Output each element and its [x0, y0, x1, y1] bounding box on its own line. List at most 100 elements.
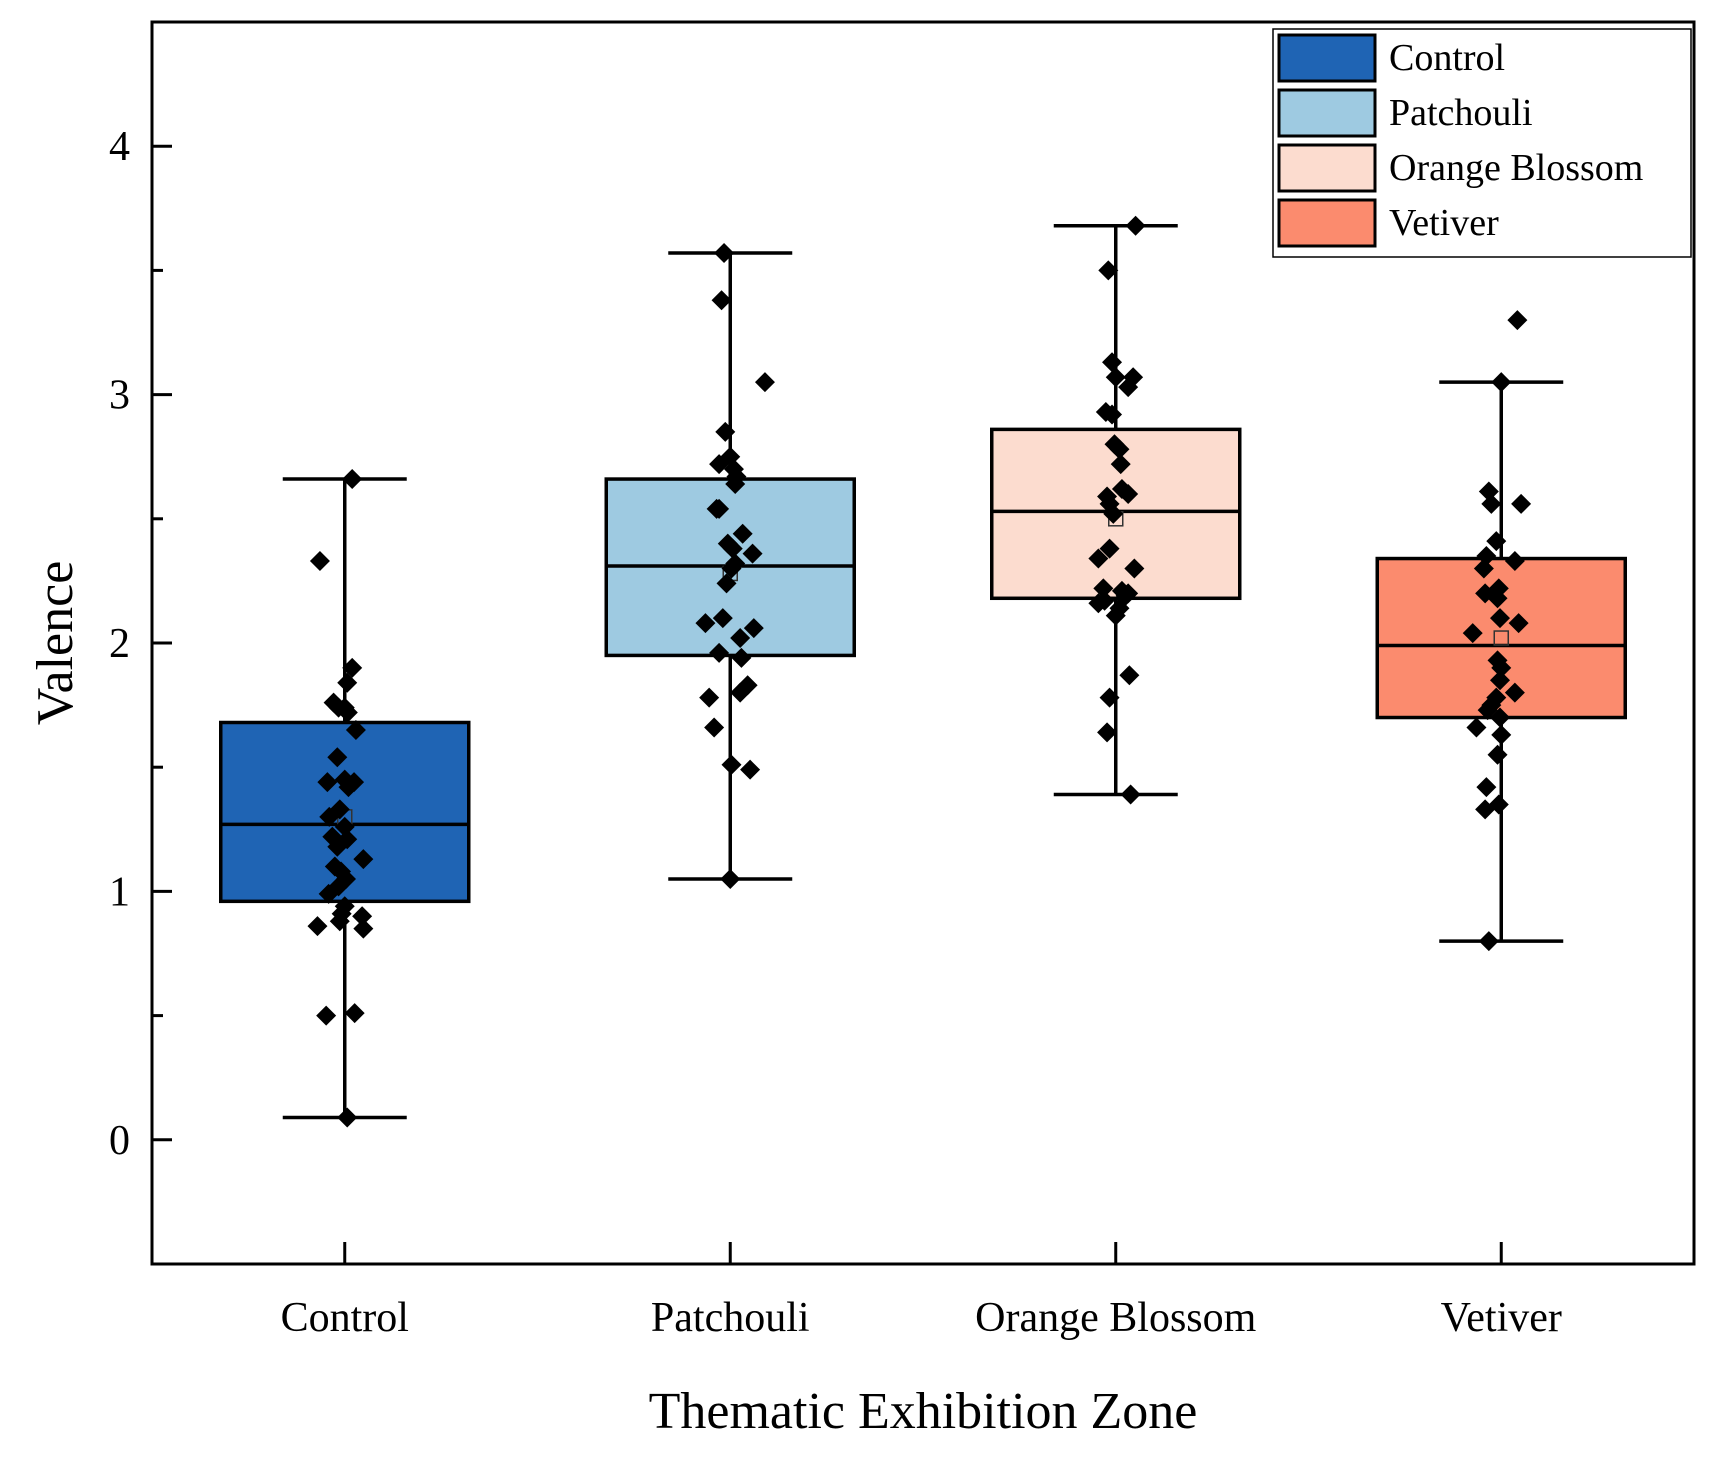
legend-swatch — [1277, 143, 1377, 193]
boxes-layer — [219, 223, 1627, 1120]
data-point — [352, 906, 373, 927]
legend-label: Vetiver — [1389, 202, 1499, 244]
data-point — [342, 469, 363, 490]
points-layer — [307, 215, 1532, 1128]
data-point — [338, 777, 359, 798]
x-tick-label: Patchouli — [651, 1295, 810, 1341]
data-point — [1099, 687, 1120, 708]
data-point — [1487, 588, 1508, 609]
data-point — [1504, 682, 1525, 703]
data-point — [743, 618, 764, 639]
data-point — [317, 772, 338, 793]
data-point — [720, 868, 741, 889]
x-tick-label: Vetiver — [1441, 1295, 1562, 1341]
data-point — [1475, 799, 1496, 820]
legend-swatch — [1277, 198, 1377, 248]
data-point — [1491, 724, 1512, 745]
data-point — [1110, 454, 1131, 475]
box-group — [219, 477, 471, 1120]
legend-swatch — [1277, 88, 1377, 138]
data-point — [1466, 717, 1487, 738]
data-point — [1119, 665, 1140, 686]
data-point — [1105, 367, 1126, 388]
data-point — [1118, 377, 1139, 398]
legend-label: Orange Blossom — [1389, 147, 1643, 189]
data-point — [732, 523, 753, 544]
data-point — [712, 608, 733, 629]
x-axis-title: Thematic Exhibition Zone — [649, 1383, 1198, 1440]
data-point — [327, 836, 348, 857]
data-point — [730, 682, 751, 703]
mean-marker — [1493, 630, 1509, 646]
data-point — [353, 849, 374, 870]
data-point — [1088, 593, 1109, 614]
y-tick-label: 3 — [109, 373, 130, 419]
legend-label: Patchouli — [1389, 92, 1533, 134]
data-point — [1103, 503, 1124, 524]
data-point — [345, 719, 366, 740]
data-point — [1125, 215, 1146, 236]
data-point — [754, 372, 775, 393]
data-point — [1490, 608, 1511, 629]
data-point — [716, 573, 737, 594]
data-point — [706, 498, 727, 519]
data-point — [1462, 623, 1483, 644]
data-point — [1109, 439, 1130, 460]
data-point — [1481, 493, 1502, 514]
data-point — [327, 747, 348, 768]
data-point — [337, 1107, 358, 1128]
y-axis: 0 1 2 3 4 — [109, 124, 172, 1164]
data-point — [711, 290, 732, 311]
data-point — [1102, 352, 1123, 373]
data-point — [695, 613, 716, 634]
data-point — [721, 754, 742, 775]
data-point — [699, 687, 720, 708]
data-point — [1099, 538, 1120, 559]
data-point — [1097, 722, 1118, 743]
x-tick-label: Control — [281, 1295, 409, 1341]
data-point — [1105, 605, 1126, 626]
data-point — [337, 672, 358, 693]
data-point — [704, 717, 725, 738]
y-tick-label: 4 — [109, 124, 130, 170]
data-point — [337, 702, 358, 723]
data-point — [329, 911, 350, 932]
data-point — [742, 543, 763, 564]
y-axis-title: Valence — [27, 561, 84, 726]
data-point — [1088, 548, 1109, 569]
y-tick-label: 2 — [109, 621, 130, 667]
data-point — [353, 918, 374, 939]
data-point — [715, 421, 736, 442]
data-point — [1490, 707, 1511, 728]
data-point — [709, 642, 730, 663]
data-point — [1102, 404, 1123, 425]
data-point — [1487, 744, 1508, 765]
data-point — [319, 806, 340, 827]
y-tick-label: 1 — [109, 869, 130, 915]
data-point — [1476, 777, 1497, 798]
data-point — [1486, 531, 1507, 552]
data-point — [1504, 551, 1525, 572]
data-point — [1473, 558, 1494, 579]
data-point — [725, 474, 746, 495]
legend-label: Control — [1389, 37, 1505, 79]
data-point — [1490, 670, 1511, 691]
data-point — [1511, 493, 1532, 514]
data-point — [1120, 784, 1141, 805]
data-point — [344, 1003, 365, 1024]
x-axis: Control Patchouli Orange Blossom Vetiver — [281, 1242, 1562, 1341]
data-point — [714, 243, 735, 264]
data-point — [318, 883, 339, 904]
data-point — [1098, 260, 1119, 281]
data-point — [1491, 657, 1512, 678]
data-point — [1478, 931, 1499, 952]
x-tick-label: Orange Blossom — [975, 1295, 1256, 1341]
data-point — [740, 759, 761, 780]
data-point — [309, 551, 330, 572]
data-point — [1491, 372, 1512, 393]
legend-swatch — [1277, 33, 1377, 83]
data-point — [316, 1005, 337, 1026]
data-point — [307, 916, 328, 937]
data-point — [1124, 558, 1145, 579]
